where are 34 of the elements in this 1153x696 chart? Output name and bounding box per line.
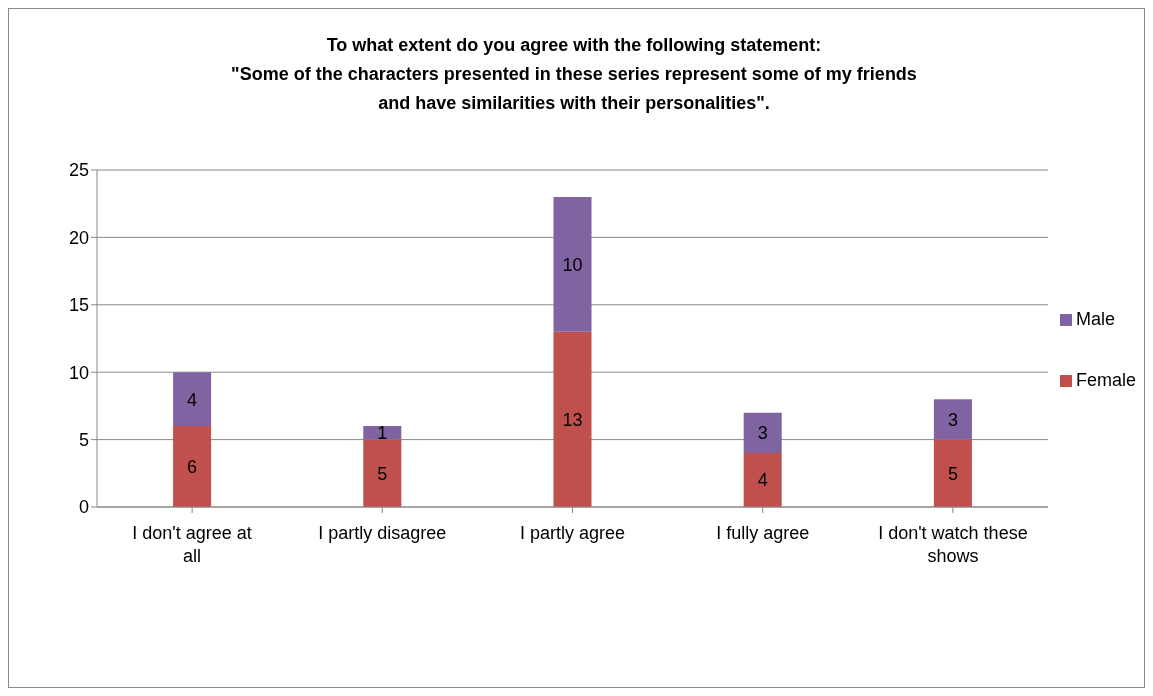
y-tick-label: 20 [68, 227, 89, 248]
chart-title: To what extent do you agree with the following statement: "Some of the characters presented in these series represent some of my friends and have similarities with their personalities". [230, 34, 918, 115]
x-tick-label: I don't watch these shows [878, 523, 1028, 566]
y-tick-label: 25 [68, 160, 89, 181]
y-tick-label: 0 [78, 497, 89, 518]
bar [743, 453, 782, 507]
data-label: 3 [947, 409, 958, 430]
bar [173, 372, 212, 427]
legend-label: Male [1075, 309, 1115, 330]
bar [363, 439, 402, 507]
data-label: 1 [377, 423, 388, 444]
data-label: 4 [757, 470, 768, 491]
data-label: 5 [947, 463, 958, 484]
x-tick-label: I fully agree [716, 523, 810, 544]
y-tick-label: 5 [78, 429, 89, 450]
bar [933, 399, 972, 440]
x-tick-label: I partly disagree [318, 523, 447, 544]
bar [363, 426, 402, 440]
data-label: 3 [757, 423, 768, 444]
data-label: 10 [562, 254, 583, 275]
y-tick-label: 15 [68, 295, 89, 316]
bar [933, 439, 972, 507]
data-label: 4 [187, 389, 198, 410]
bar [743, 412, 782, 454]
data-label: 13 [562, 409, 583, 430]
y-tick-label: 10 [68, 362, 89, 383]
legend-label: Female [1075, 370, 1136, 391]
data-label: 6 [187, 456, 198, 477]
bar [553, 196, 592, 332]
bar [553, 331, 592, 507]
x-tick-label: I partly agree [519, 523, 626, 544]
data-label: 5 [377, 463, 388, 484]
bar [173, 426, 212, 507]
x-tick-label: I don't agree at all [132, 523, 252, 566]
